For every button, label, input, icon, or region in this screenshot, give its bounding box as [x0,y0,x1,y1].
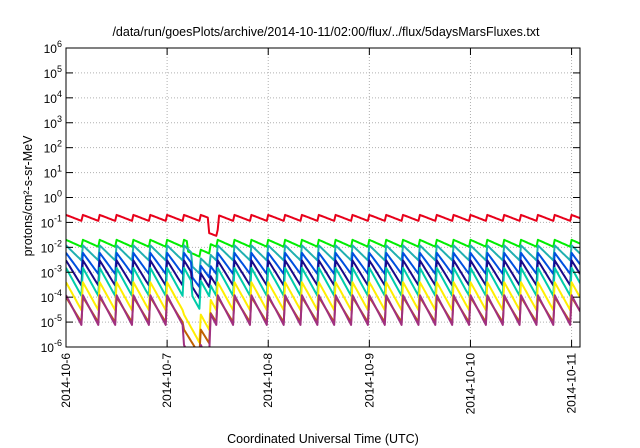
flux-series-line-4 [66,251,580,288]
y-tick-label: 10-3 [41,263,62,280]
x-tick-label: 2014-10-6 [59,353,73,408]
x-tick-label: 2014-10-8 [261,353,275,408]
y-tick-label: 100 [44,189,62,206]
x-axis-title: Coordinated Universal Time (UTC) [227,432,419,446]
y-tick-label: 102 [44,139,62,156]
x-tick-label: 2014-10-11 [565,353,579,414]
plot-frame [65,47,581,348]
y-tick-label: 10-4 [41,288,62,305]
y-tick-label: 10-5 [41,313,62,330]
y-tick-label: 104 [44,89,62,106]
flux-series-line-2 [66,238,580,258]
y-tick-label: 105 [44,64,62,81]
flux-series-line-3 [66,244,580,275]
x-tick-label: 2014-10-10 [463,353,477,415]
y-tick-label: 10-6 [41,338,62,355]
y-tick-label: 101 [44,164,62,181]
x-tick-label: 2014-10-9 [362,353,376,408]
flux-series-line-9 [66,294,580,347]
y-axis-title: protons/cm²-s-sr-MeV [21,135,35,257]
y-tick-label: 10-2 [41,238,62,255]
series-layer [66,213,580,347]
x-tick-label: 2014-10-7 [160,353,174,408]
flux-series-line-5 [66,259,580,300]
flux-series-line-1 [66,213,580,237]
y-tick-label: 103 [44,114,62,131]
flux-series-line-6 [66,266,580,310]
chart-title: /data/run/goesPlots/archive/2014-10-11/0… [112,25,540,39]
tick-label-layer: 10-6 10-5 10-4 10-3 10-2 10-1 100 101 102 103 104 1… [41,39,579,414]
axes-layer [65,47,581,348]
y-tick-label: 10-1 [41,213,62,230]
y-tick-label: 106 [44,39,62,56]
flux-series-line-7 [66,281,580,344]
